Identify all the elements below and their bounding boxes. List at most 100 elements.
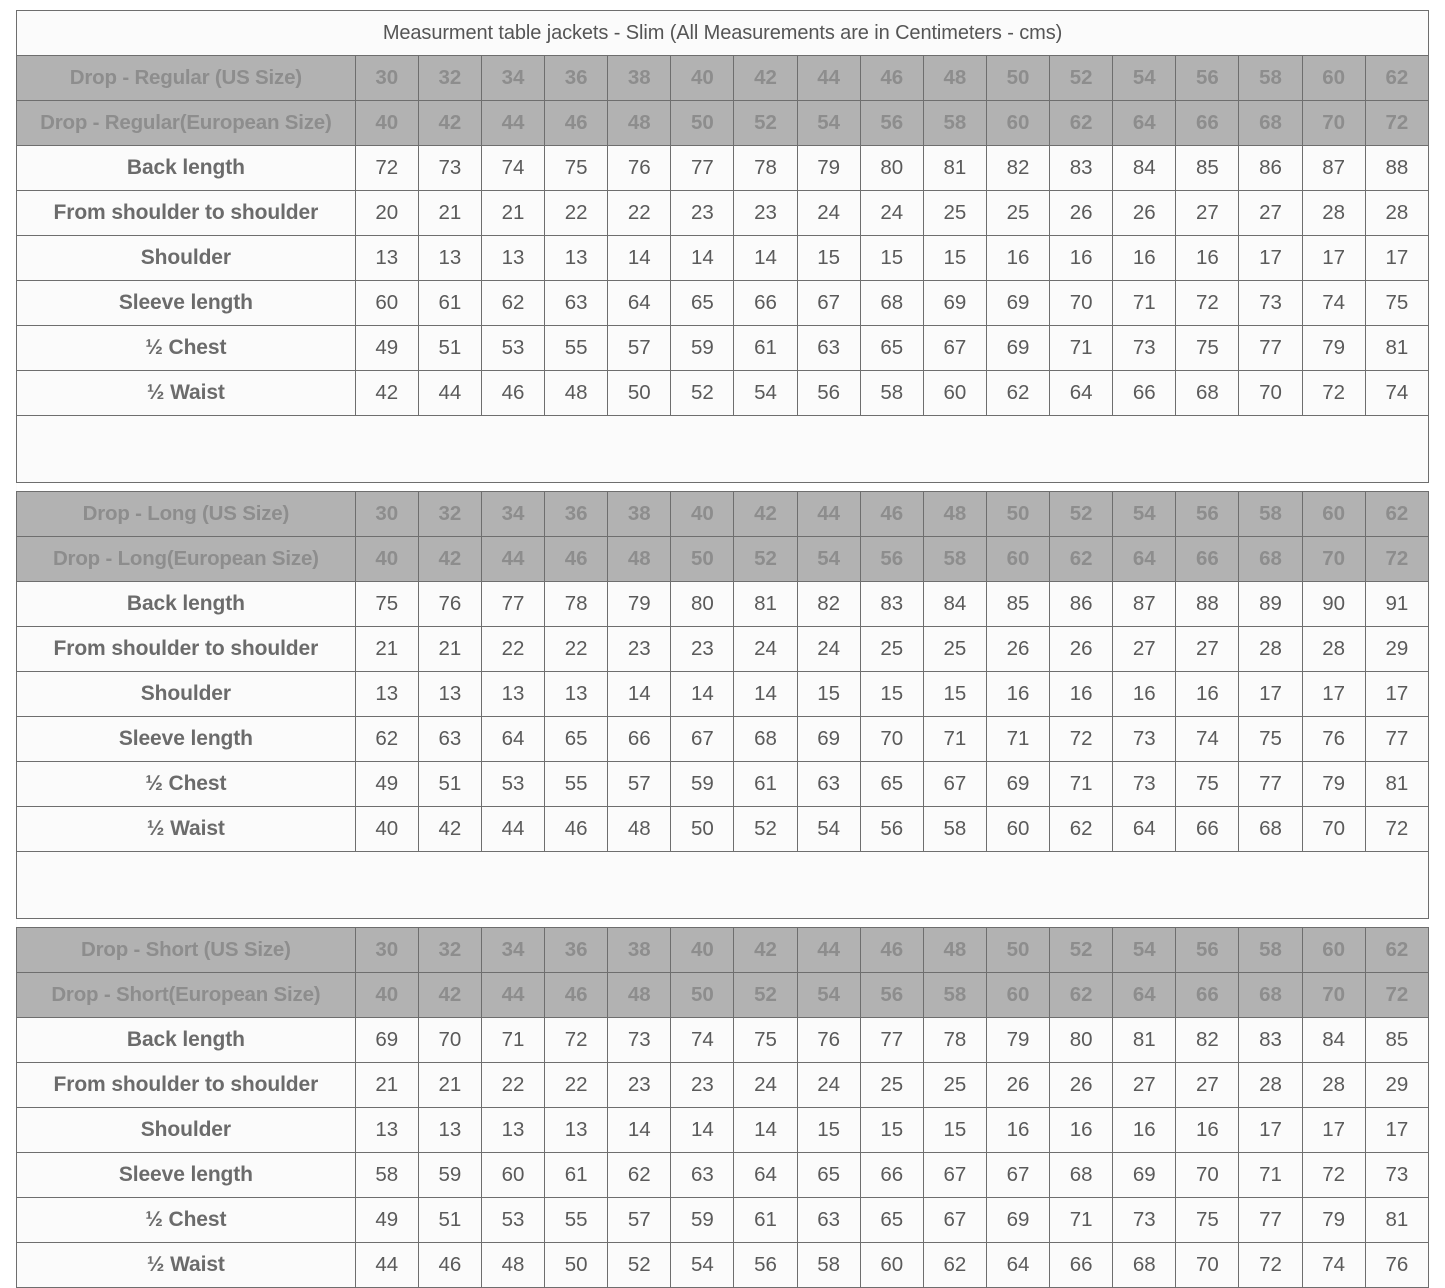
measurement-cell: 64: [733, 1152, 798, 1198]
measurement-cell: 74: [1301, 280, 1366, 326]
size-header-us: 40: [670, 927, 735, 973]
measurement-cell: 67: [922, 1152, 987, 1198]
measurement-cell: 64: [985, 1242, 1051, 1288]
table-spacer: [16, 415, 1429, 483]
measurement-cell: 20: [354, 190, 419, 236]
measurement-cell: 85: [1175, 145, 1240, 191]
measurement-cell: 13: [480, 235, 546, 281]
size-header-eu: 68: [1238, 100, 1303, 146]
measurement-cell: 75: [1175, 1197, 1240, 1243]
measurement-cell: 81: [1364, 761, 1430, 807]
measurement-cell: 26: [985, 626, 1051, 672]
measurement-cell: 77: [859, 1017, 924, 1063]
measurement-cell: 15: [859, 671, 924, 717]
measurement-cell: 67: [670, 716, 735, 762]
measurement-cell: 66: [733, 280, 798, 326]
measurement-cell: 67: [796, 280, 861, 326]
size-header-eu: 58: [922, 972, 987, 1018]
size-header-eu: 64: [1112, 536, 1177, 582]
measurement-cell: 65: [544, 716, 609, 762]
measurement-cell: 54: [796, 806, 861, 852]
measurement-cell: 86: [1238, 145, 1303, 191]
measurement-cell: 77: [1364, 716, 1430, 762]
size-header-eu: 68: [1238, 972, 1303, 1018]
row-label-sleeve_length: Sleeve length: [16, 280, 356, 326]
measurement-cell: 60: [922, 370, 987, 416]
measurement-cell: 29: [1364, 1062, 1430, 1108]
table-row: Sleeve length 62 63 64 65 66 67 68 69 70 71 71 72 73 7…: [16, 716, 1430, 762]
measurement-cell: 14: [670, 1107, 735, 1153]
measurement-cell: 85: [1364, 1017, 1430, 1063]
measurement-cell: 51: [417, 325, 482, 371]
measurement-cell: 79: [985, 1017, 1051, 1063]
size-header-us: 54: [1112, 55, 1177, 101]
size-header-eu: 58: [922, 536, 987, 582]
header-label-us-regular: Drop - Regular (US Size): [16, 55, 356, 101]
table-row: From shoulder to shoulder 21 21 22 22 23 23 24 2…: [16, 1062, 1430, 1108]
size-header-us: 48: [922, 491, 987, 537]
measurement-cell: 14: [733, 671, 798, 717]
gap-cell: [16, 482, 1429, 492]
measurement-cell: 63: [796, 1197, 861, 1243]
measurement-cell: 13: [544, 1107, 609, 1153]
measurement-cell: 68: [859, 280, 924, 326]
size-header-us: 32: [417, 927, 482, 973]
measurement-cell: 16: [1112, 671, 1177, 717]
measurement-cell: 26: [1049, 190, 1114, 236]
size-header-us: 58: [1238, 927, 1303, 973]
measurement-cell: 74: [1301, 1242, 1366, 1288]
table-row: Sleeve length 58 59 60 61 62 63 64 65 66 67 67 68 69 7…: [16, 1152, 1430, 1198]
measurement-cell: 25: [859, 626, 924, 672]
measurement-cell: 64: [1049, 370, 1114, 416]
table-spacer: [16, 851, 1429, 919]
size-header-eu: 72: [1364, 536, 1430, 582]
measurement-cell: 13: [354, 235, 419, 281]
size-header-eu: 46: [544, 972, 609, 1018]
table-row: ½ Chest 49 51 53 55 57 59 61 63 65 67 69 71 73 75 77 79 8…: [16, 1197, 1430, 1243]
measurement-cell: 60: [480, 1152, 546, 1198]
measurement-cell: 65: [670, 280, 735, 326]
table-row: ½ Waist 42 44 46 48 50 52 54 56 58 60 62 64 66 68 70 72 7…: [16, 370, 1430, 416]
measurement-cell: 68: [733, 716, 798, 762]
size-header-us: 32: [417, 491, 482, 537]
measurement-cell: 59: [670, 1197, 735, 1243]
measurement-cell: 68: [1112, 1242, 1177, 1288]
measurement-cell: 26: [1049, 626, 1114, 672]
size-header-eu: 62: [1049, 536, 1114, 582]
measurement-cell: 89: [1238, 581, 1303, 627]
measurement-cell: 73: [1364, 1152, 1430, 1198]
size-header-us: 58: [1238, 491, 1303, 537]
measurement-cell: 23: [733, 190, 798, 236]
measurement-cell: 27: [1112, 1062, 1177, 1108]
table-row: ½ Waist 40 42 44 46 48 50 52 54 56 58 60 62 64 66 68 70 7…: [16, 806, 1430, 852]
measurement-cell: 23: [670, 626, 735, 672]
measurement-cell: 16: [1112, 1107, 1177, 1153]
measurement-cell: 91: [1364, 581, 1430, 627]
row-label-shoulder: Shoulder: [16, 1107, 356, 1153]
size-header-us: 40: [670, 491, 735, 537]
size-header-us: 36: [544, 491, 609, 537]
measurement-cell: 28: [1301, 626, 1366, 672]
measurement-cell: 79: [796, 145, 861, 191]
spacer-cell: [16, 415, 1429, 483]
measurement-cell: 90: [1301, 581, 1366, 627]
size-header-eu: 54: [796, 100, 861, 146]
measurement-cell: 57: [607, 761, 672, 807]
measurement-cell: 71: [985, 716, 1051, 762]
size-header-us: 48: [922, 55, 987, 101]
size-header-eu: 42: [417, 536, 482, 582]
size-header-eu: 44: [480, 536, 546, 582]
measurement-cell: 24: [796, 1062, 861, 1108]
measurement-cell: 64: [1112, 806, 1177, 852]
measurement-cell: 28: [1238, 626, 1303, 672]
size-header-eu: 56: [859, 100, 924, 146]
measurement-cell: 53: [480, 325, 546, 371]
measurement-cell: 17: [1301, 1107, 1366, 1153]
measurement-cell: 71: [1238, 1152, 1303, 1198]
size-header-eu: 58: [922, 100, 987, 146]
size-header-us: 42: [733, 491, 798, 537]
measurement-cell: 22: [544, 626, 609, 672]
measurement-cell: 79: [1301, 325, 1366, 371]
measurement-cell: 73: [607, 1017, 672, 1063]
size-header-eu: 48: [607, 972, 672, 1018]
